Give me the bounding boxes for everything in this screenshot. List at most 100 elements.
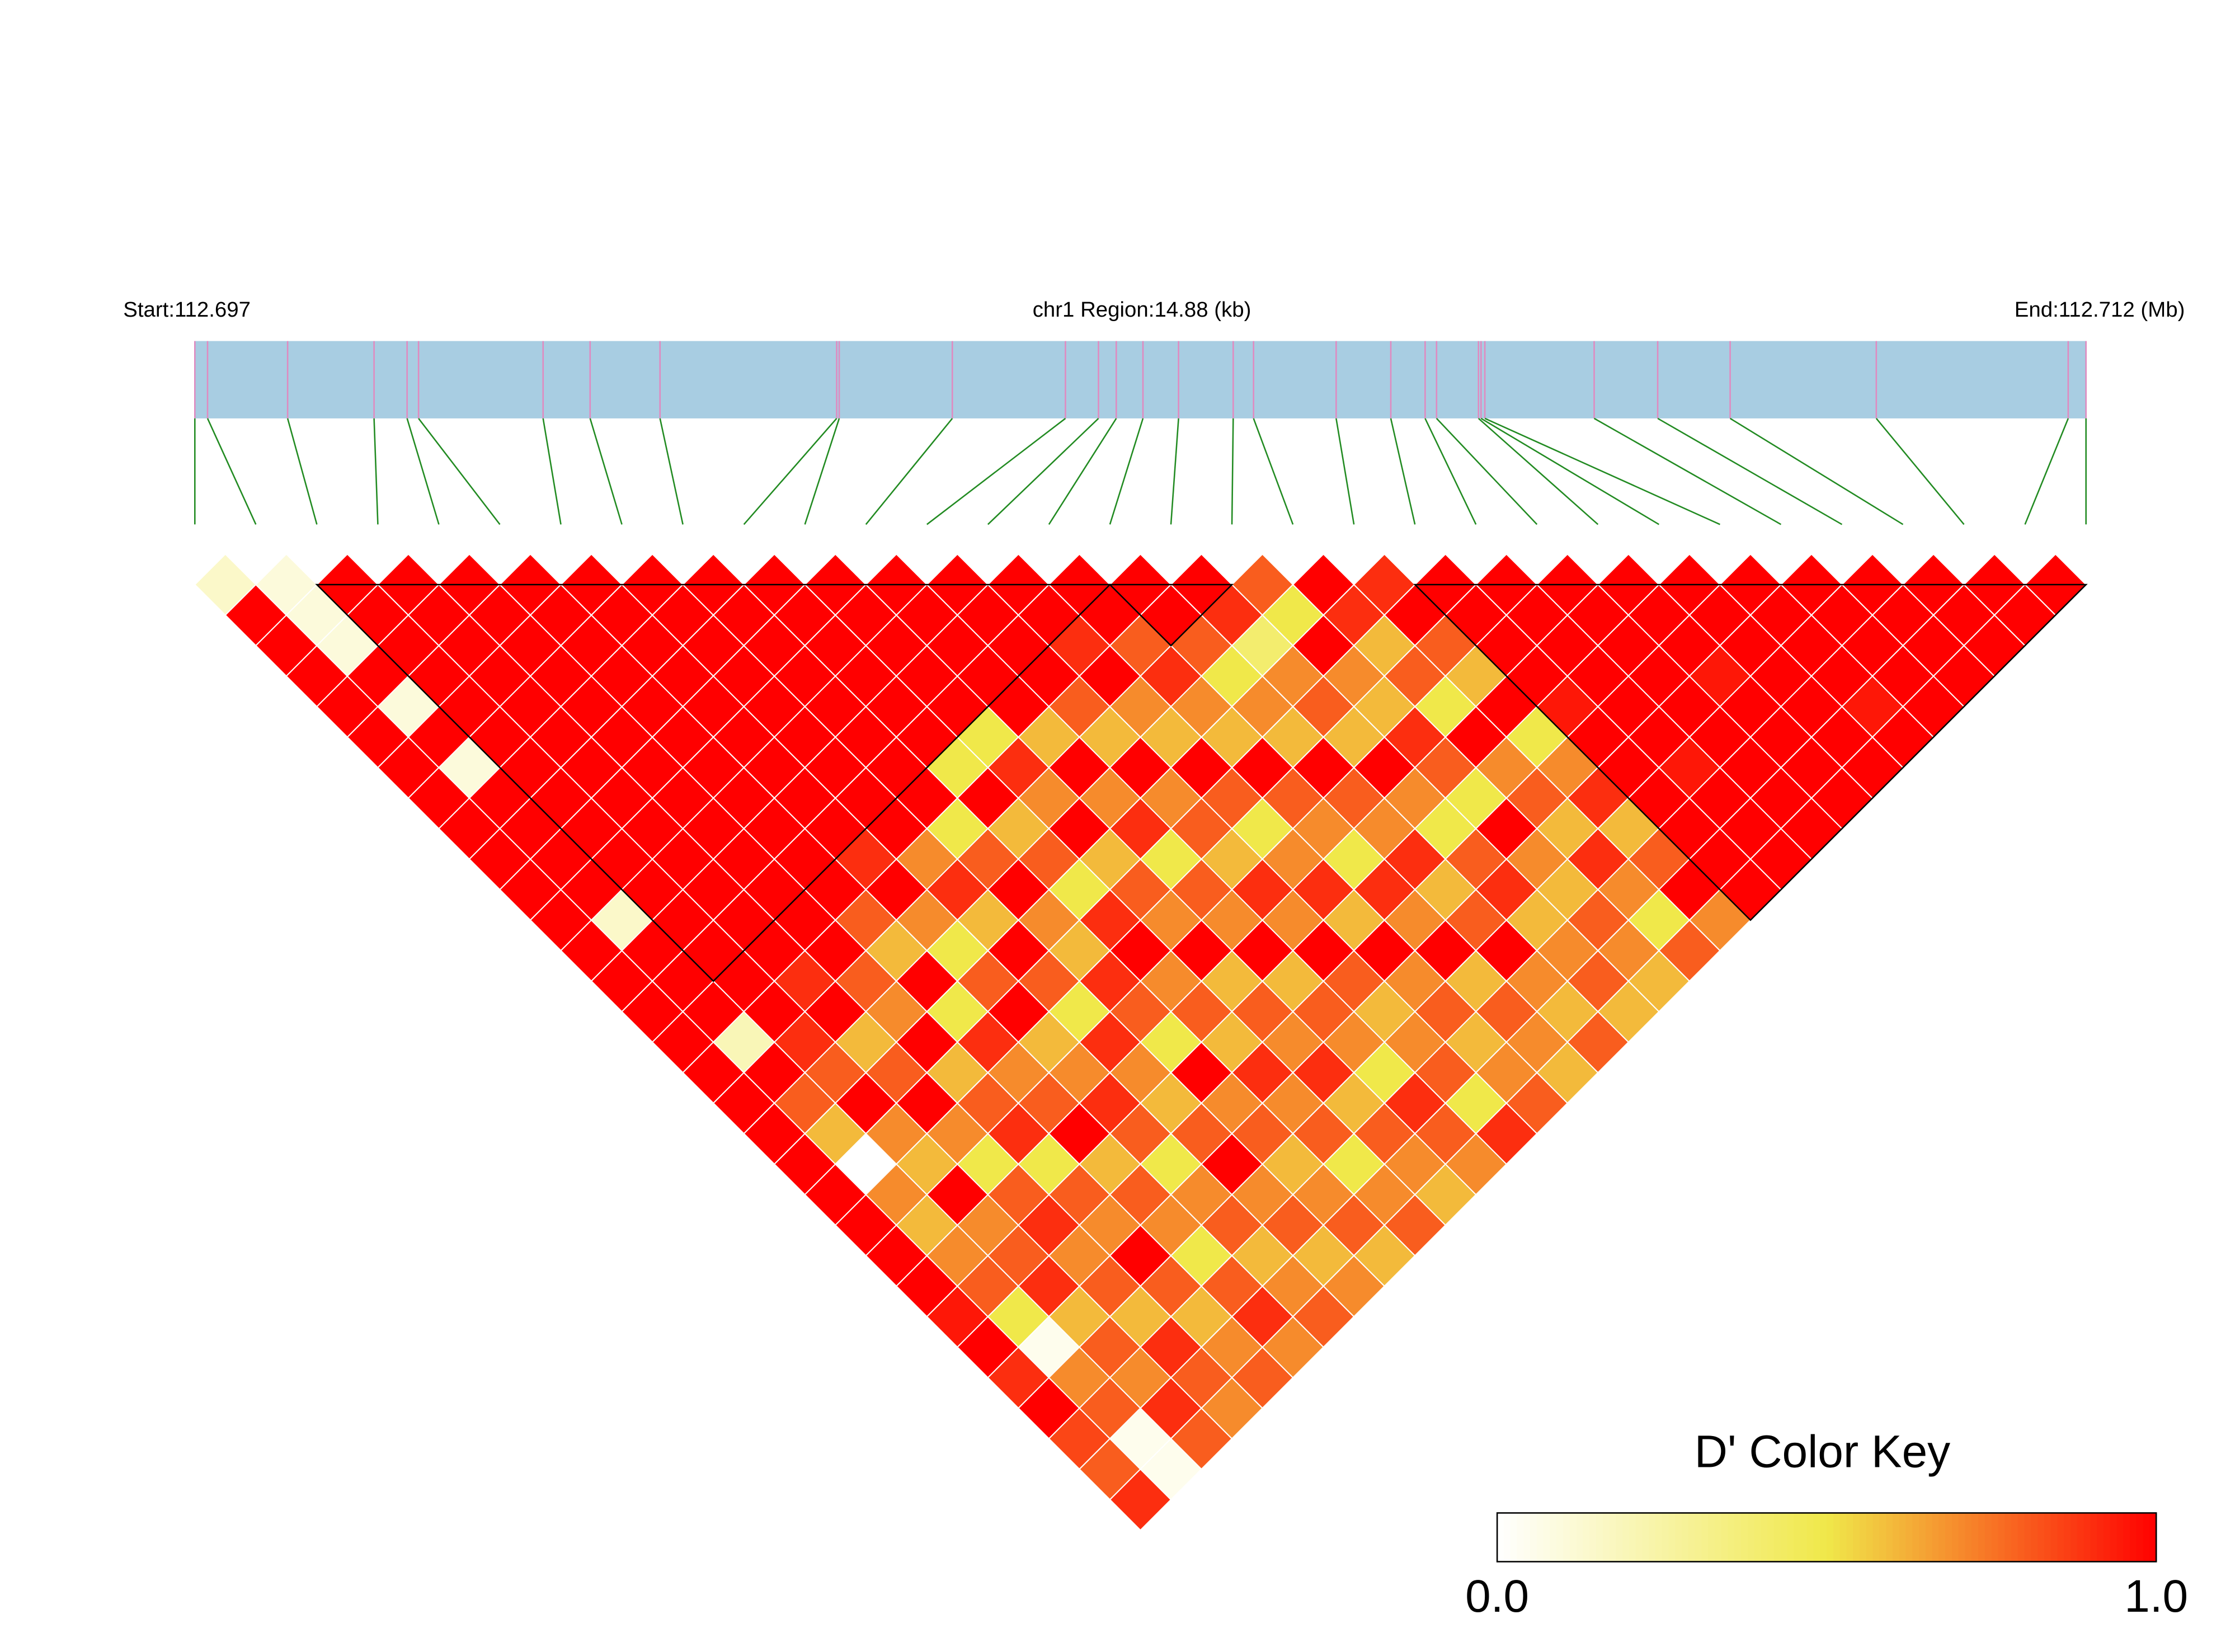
key-strip xyxy=(1794,1513,1801,1562)
key-strip xyxy=(1998,1513,2006,1562)
key-strip xyxy=(1912,1513,1920,1562)
key-strip xyxy=(1951,1513,1960,1562)
key-strip xyxy=(1536,1513,1544,1562)
snp-connector xyxy=(926,417,1066,525)
snp-connector xyxy=(1390,418,1416,525)
key-strip xyxy=(1609,1513,1617,1562)
snp-connector xyxy=(1335,418,1355,525)
key-strip xyxy=(1945,1513,1953,1562)
key-strip xyxy=(1635,1513,1643,1562)
snp-connector xyxy=(1231,418,1234,525)
snp-connector xyxy=(1729,417,1904,525)
key-strip xyxy=(1879,1513,1887,1562)
key-strip xyxy=(1919,1513,1927,1562)
key-strip xyxy=(1787,1513,1795,1562)
key-strip xyxy=(2064,1513,2072,1562)
snp-connector xyxy=(865,418,953,525)
snp-connector xyxy=(286,418,318,525)
key-strip xyxy=(2083,1513,2091,1562)
region-label: chr1 Region:14.88 (kb) xyxy=(1033,298,1251,322)
key-strip xyxy=(2110,1513,2118,1562)
end-label: End:112.712 (Mb) xyxy=(2015,298,2185,322)
key-strip xyxy=(1932,1513,1940,1562)
key-strip xyxy=(1965,1513,1973,1562)
snp-connector xyxy=(1048,418,1117,525)
snp-connector xyxy=(1875,418,1965,525)
key-strip xyxy=(1616,1513,1624,1562)
key-tick-label: 1.0 xyxy=(2124,1571,2188,1622)
key-strip xyxy=(2044,1513,2052,1562)
key-strip xyxy=(1767,1513,1775,1562)
key-strip xyxy=(1984,1513,1992,1562)
snp-connector xyxy=(1424,418,1477,525)
key-strip xyxy=(1892,1513,1900,1562)
key-strip xyxy=(2038,1513,2045,1562)
key-strip xyxy=(1721,1513,1729,1562)
snp-connector xyxy=(2024,418,2069,525)
key-strip xyxy=(1675,1513,1683,1562)
key-strip xyxy=(1523,1513,1531,1562)
key-strip xyxy=(2024,1513,2032,1562)
key-strip xyxy=(2143,1513,2151,1562)
key-strip xyxy=(1860,1513,1867,1562)
snp-connector xyxy=(1480,417,1660,525)
key-strip xyxy=(1622,1513,1630,1562)
key-strip xyxy=(1728,1513,1735,1562)
key-strip xyxy=(2130,1513,2138,1562)
snp-connector xyxy=(1478,417,1599,525)
key-strip xyxy=(1991,1513,1999,1562)
key-strip xyxy=(2005,1513,2012,1562)
key-strip xyxy=(1510,1513,1518,1562)
key-strip xyxy=(1780,1513,1788,1562)
key-tick-label: 0.0 xyxy=(1465,1571,1529,1622)
key-strip xyxy=(1747,1513,1755,1562)
key-strip xyxy=(1530,1513,1538,1562)
key-strip xyxy=(1839,1513,1847,1562)
key-strip xyxy=(1589,1513,1597,1562)
snp-connector xyxy=(206,418,257,525)
key-strip xyxy=(1550,1513,1558,1562)
snp-connector xyxy=(987,418,1099,525)
snp-connector xyxy=(1484,417,1720,525)
snp-connector xyxy=(418,418,501,525)
key-strip xyxy=(2050,1513,2058,1562)
snp-connector xyxy=(1170,418,1179,525)
key-strip xyxy=(1846,1513,1854,1562)
snp-connector xyxy=(542,418,562,525)
snp-connector xyxy=(1109,418,1144,525)
key-frame xyxy=(1496,1512,2157,1562)
key-strip xyxy=(2011,1513,2019,1562)
key-strip xyxy=(1820,1513,1828,1562)
key-strip xyxy=(1761,1513,1768,1562)
snp-connector xyxy=(804,418,840,525)
start-label: Start:112.697 xyxy=(123,298,251,322)
key-strip xyxy=(1958,1513,1966,1562)
key-strip xyxy=(1701,1513,1709,1562)
key-strip xyxy=(1602,1513,1610,1562)
key-strip xyxy=(1708,1513,1716,1562)
region-bar xyxy=(195,341,2086,418)
snp-connector xyxy=(743,418,837,525)
key-strip xyxy=(1569,1513,1577,1562)
key-strip xyxy=(1649,1513,1657,1562)
key-strip xyxy=(1688,1513,1696,1562)
key-strip xyxy=(2097,1513,2105,1562)
snp-connector xyxy=(373,418,379,525)
key-strip xyxy=(2149,1513,2157,1562)
key-strip xyxy=(1497,1513,1505,1562)
key-strip xyxy=(2071,1513,2078,1562)
key-strip xyxy=(2017,1513,2025,1562)
key-strip xyxy=(2077,1513,2085,1562)
key-strip xyxy=(1543,1513,1551,1562)
snp-connector xyxy=(406,418,440,525)
key-strip xyxy=(1800,1513,1808,1562)
key-strip xyxy=(1773,1513,1781,1562)
key-strip xyxy=(1899,1513,1907,1562)
key-strip xyxy=(1681,1513,1690,1562)
key-strip xyxy=(2116,1513,2124,1562)
snp-connector xyxy=(1253,418,1294,525)
key-strip xyxy=(2031,1513,2039,1562)
key-strip xyxy=(1925,1513,1933,1562)
